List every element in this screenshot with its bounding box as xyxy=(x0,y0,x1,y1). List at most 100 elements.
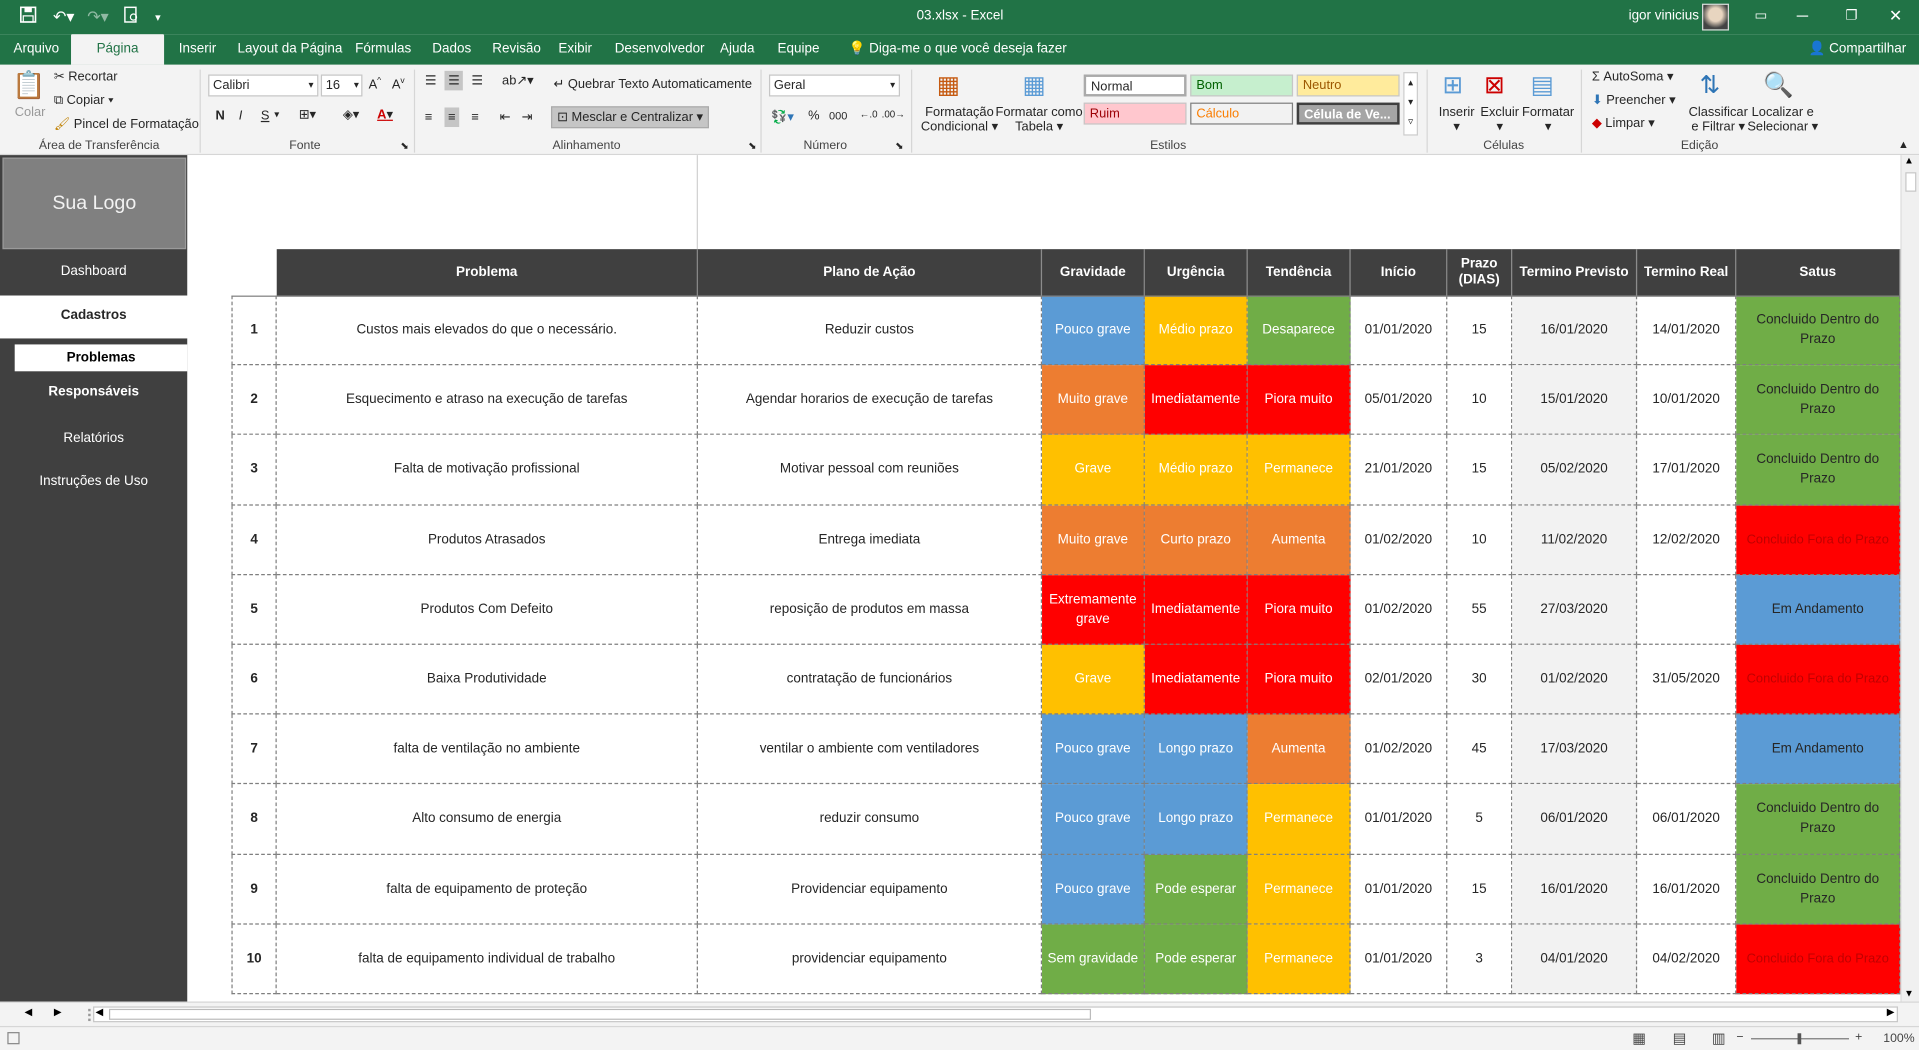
deadline-days-cell[interactable]: 30 xyxy=(1447,644,1513,715)
planned-end-cell[interactable]: 15/01/2020 xyxy=(1512,365,1638,436)
align-left-icon[interactable]: ≡ xyxy=(424,109,433,125)
tab-equipe[interactable]: Equipe xyxy=(777,41,820,57)
merge-center-button[interactable]: ⊡ Mesclar e Centralizar ▾ xyxy=(551,106,710,129)
align-bottom-icon[interactable]: ☰ xyxy=(471,73,483,88)
action-plan-cell[interactable]: Agendar horarios de execução de tarefas xyxy=(697,365,1043,436)
severity-cell[interactable]: Grave xyxy=(1042,435,1145,506)
severity-cell[interactable]: Pouco grave xyxy=(1042,854,1145,925)
user-name[interactable]: igor vinicius xyxy=(1628,8,1699,24)
shrink-font-icon[interactable]: Av xyxy=(391,76,405,93)
paste-button[interactable]: Colar xyxy=(14,105,46,120)
action-plan-cell[interactable]: Providenciar equipamento xyxy=(697,854,1043,925)
fill-button[interactable]: ⬇ Preencher ▾ xyxy=(1591,92,1676,108)
number-format-select[interactable]: Geral ▾ xyxy=(768,74,901,97)
bold-button[interactable]: N xyxy=(215,108,225,124)
format-as-table-button[interactable]: Formatar como Tabela ▾ xyxy=(995,105,1083,135)
scroll-left-icon[interactable]: ◀ xyxy=(95,1006,104,1018)
increase-indent-icon[interactable]: ⇥ xyxy=(521,109,533,125)
actual-end-cell[interactable]: 31/05/2020 xyxy=(1637,644,1737,715)
urgency-cell[interactable]: Curto prazo xyxy=(1144,505,1248,575)
page-break-view-icon[interactable]: ▥ xyxy=(1711,1029,1726,1047)
severity-cell[interactable]: Pouco grave xyxy=(1042,714,1145,785)
font-dialog-launcher-icon[interactable]: ⬊ xyxy=(400,140,409,152)
column-header[interactable]: Termino Real xyxy=(1637,249,1737,296)
alignment-dialog-launcher-icon[interactable]: ⬊ xyxy=(748,140,757,152)
actual-end-cell[interactable] xyxy=(1637,714,1737,785)
urgency-cell[interactable]: Médio prazo xyxy=(1144,435,1248,506)
trend-cell[interactable]: Aumenta xyxy=(1247,505,1351,575)
zoom-out-icon[interactable]: − xyxy=(1736,1030,1744,1045)
urgency-cell[interactable]: Pode esperar xyxy=(1144,854,1248,925)
split-handle[interactable] xyxy=(88,1008,93,1022)
font-name-select[interactable]: Calibri ▾ xyxy=(208,74,319,97)
deadline-days-cell[interactable]: 55 xyxy=(1447,575,1513,645)
currency-icon[interactable]: 💱▾ xyxy=(771,109,794,125)
trend-cell[interactable]: Permanece xyxy=(1247,854,1351,925)
sort-filter-icon[interactable]: ⇅ xyxy=(1699,72,1721,99)
status-cell[interactable]: Concluido Fora do Prazo xyxy=(1736,644,1901,715)
severity-cell[interactable]: Sem gravidade xyxy=(1042,924,1145,995)
planned-end-cell[interactable]: 27/03/2020 xyxy=(1512,575,1638,645)
tab-desenvolvedor[interactable]: Desenvolvedor xyxy=(614,41,705,57)
action-plan-cell[interactable]: Entrega imediata xyxy=(697,505,1043,575)
urgency-cell[interactable]: Imediatamente xyxy=(1144,644,1248,715)
problem-cell[interactable]: Falta de motivação profissional xyxy=(276,435,698,506)
column-header[interactable]: Tendência xyxy=(1247,249,1351,296)
vertical-scrollbar[interactable]: ▲ ▼ xyxy=(1900,155,1919,1002)
tab-exibir[interactable]: Exibir xyxy=(558,41,593,57)
column-header[interactable]: Início xyxy=(1350,249,1448,296)
insert-cells-button[interactable]: Inserir ▾ xyxy=(1438,105,1475,135)
sidebar-item-instrucoes[interactable]: Instruções de Uso xyxy=(39,473,148,489)
action-plan-cell[interactable]: Motivar pessoal com reuniões xyxy=(697,435,1043,506)
row-number[interactable]: 4 xyxy=(231,505,277,575)
style-neutro[interactable]: Neutro xyxy=(1296,74,1400,97)
style-bom[interactable]: Bom xyxy=(1190,74,1294,97)
save-icon[interactable] xyxy=(17,6,39,28)
planned-end-cell[interactable]: 05/02/2020 xyxy=(1512,435,1638,506)
start-date-cell[interactable]: 01/02/2020 xyxy=(1350,575,1448,645)
action-plan-cell[interactable]: contratação de funcionários xyxy=(697,644,1043,715)
problem-cell[interactable]: Baixa Produtividade xyxy=(276,644,698,715)
tab-layout[interactable]: Layout da Página xyxy=(237,41,343,57)
percent-button[interactable]: % xyxy=(808,108,820,124)
clear-button[interactable]: ◆ Limpar ▾ xyxy=(1591,116,1655,131)
worksheet[interactable]: Sua Logo Dashboard Cadastros Problemas R… xyxy=(0,155,1919,1002)
row-number[interactable]: 5 xyxy=(231,575,277,645)
status-cell[interactable]: Em Andamento xyxy=(1736,714,1901,785)
scroll-down-icon[interactable]: ▼ xyxy=(1904,988,1914,1000)
tab-revisao[interactable]: Revisão xyxy=(492,41,541,57)
number-dialog-launcher-icon[interactable]: ⬊ xyxy=(895,140,904,152)
zoom-level[interactable]: 100% xyxy=(1883,1032,1915,1046)
severity-cell[interactable]: Muito grave xyxy=(1042,365,1145,436)
underline-button[interactable]: S xyxy=(260,108,270,124)
zoom-in-icon[interactable]: + xyxy=(1855,1030,1863,1045)
autosum-button[interactable]: Σ AutoSoma ▾ xyxy=(1591,69,1674,85)
sidebar-item-dashboard[interactable]: Dashboard xyxy=(60,263,127,279)
action-plan-cell[interactable]: providenciar equipamento xyxy=(697,924,1043,995)
actual-end-cell[interactable]: 10/01/2020 xyxy=(1637,365,1737,436)
start-date-cell[interactable]: 01/01/2020 xyxy=(1350,295,1448,366)
ribbon-display-icon[interactable]: ▭ xyxy=(1754,8,1768,24)
style-ruim[interactable]: Ruim xyxy=(1083,102,1187,125)
planned-end-cell[interactable]: 04/01/2020 xyxy=(1512,924,1638,995)
action-plan-cell[interactable]: reposição de produtos em massa xyxy=(697,575,1043,645)
actual-end-cell[interactable]: 04/02/2020 xyxy=(1637,924,1737,995)
column-header[interactable]: Urgência xyxy=(1144,249,1248,296)
decrease-indent-icon[interactable]: ⇤ xyxy=(499,109,511,125)
align-middle-icon[interactable]: ☰ xyxy=(444,70,464,91)
actual-end-cell[interactable]: 17/01/2020 xyxy=(1637,435,1737,506)
urgency-cell[interactable]: Imediatamente xyxy=(1144,365,1248,436)
start-date-cell[interactable]: 01/01/2020 xyxy=(1350,924,1448,995)
zoom-slider[interactable] xyxy=(1751,1033,1849,1045)
paste-icon[interactable]: 📋 xyxy=(12,69,46,101)
minimize-button[interactable]: ─ xyxy=(1796,6,1809,25)
start-date-cell[interactable]: 01/02/2020 xyxy=(1350,714,1448,785)
style-celula-verificacao[interactable]: Célula de Ve... xyxy=(1296,102,1400,125)
column-header[interactable]: Plano de Ação xyxy=(697,249,1043,296)
underline-dropdown-icon[interactable]: ▾ xyxy=(274,108,280,120)
deadline-days-cell[interactable]: 45 xyxy=(1447,714,1513,785)
problem-cell[interactable]: falta de ventilação no ambiente xyxy=(276,714,698,785)
styles-scroll[interactable]: ▴ ▾ ▿ xyxy=(1403,72,1418,136)
status-cell[interactable]: Concluido Dentro do Prazo xyxy=(1736,365,1901,436)
problem-cell[interactable]: Produtos Atrasados xyxy=(276,505,698,575)
